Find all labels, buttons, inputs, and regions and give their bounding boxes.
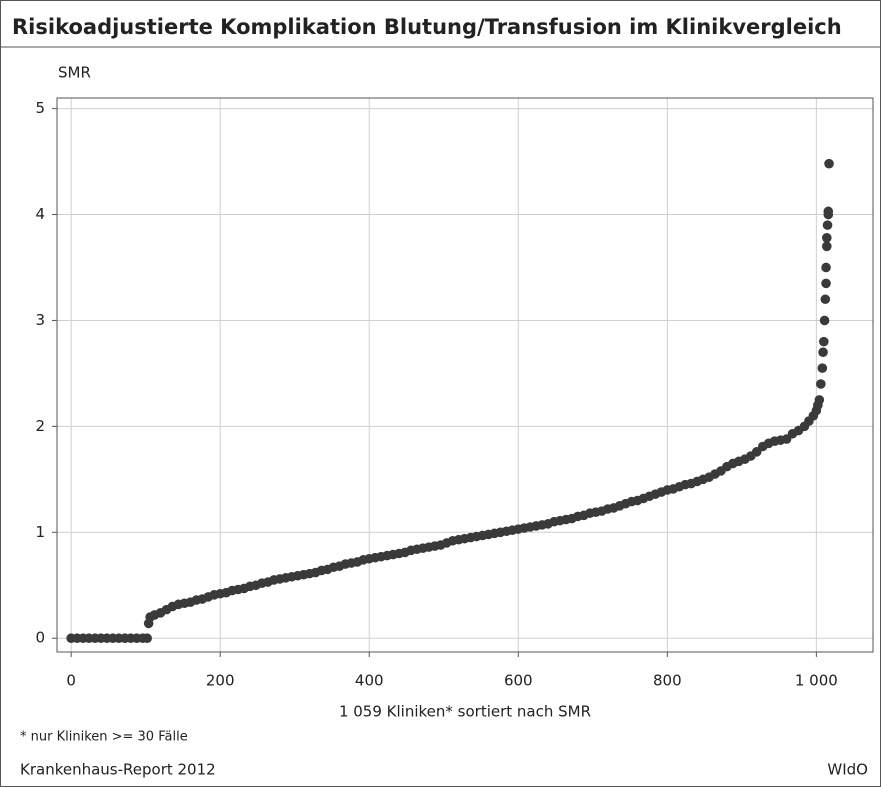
point xyxy=(818,347,828,358)
y-tick-label: 4 xyxy=(35,205,45,223)
point xyxy=(824,158,834,169)
point xyxy=(821,233,832,243)
y-tick-label: 2 xyxy=(35,417,45,435)
x-axis-label: 1 059 Kliniken* sortiert nach SMR xyxy=(339,703,591,721)
x-tick-label: 600 xyxy=(504,672,533,690)
y-tick-label: 5 xyxy=(35,99,45,117)
footnote: * nur Kliniken >= 30 Fälle xyxy=(20,730,188,745)
point xyxy=(819,336,829,347)
x-tick-label: 1 000 xyxy=(795,672,838,690)
y-tick-label: 1 xyxy=(35,523,45,541)
source: Krankenhaus-Report 2012 xyxy=(20,761,216,779)
point xyxy=(821,278,831,289)
chart-title: Risikoadjustierte Komplikation Blutung/T… xyxy=(12,15,842,39)
y-tick-label: 0 xyxy=(35,629,45,647)
point xyxy=(814,395,825,405)
point xyxy=(823,206,834,217)
x-tick-label: 200 xyxy=(206,672,235,690)
point xyxy=(821,262,831,273)
x-tick-label: 400 xyxy=(355,672,384,690)
point xyxy=(820,294,831,305)
y-tick-label: 3 xyxy=(35,311,45,329)
publisher: WIdO xyxy=(827,761,868,779)
point xyxy=(822,220,833,230)
point xyxy=(821,241,832,252)
x-tick-label: 0 xyxy=(66,672,76,690)
point xyxy=(142,633,152,644)
x-tick-label: 800 xyxy=(653,672,682,690)
point xyxy=(819,315,830,326)
plot-frame xyxy=(56,97,874,653)
point xyxy=(816,379,826,389)
point xyxy=(817,363,828,373)
y-axis-label: SMR xyxy=(58,64,91,82)
